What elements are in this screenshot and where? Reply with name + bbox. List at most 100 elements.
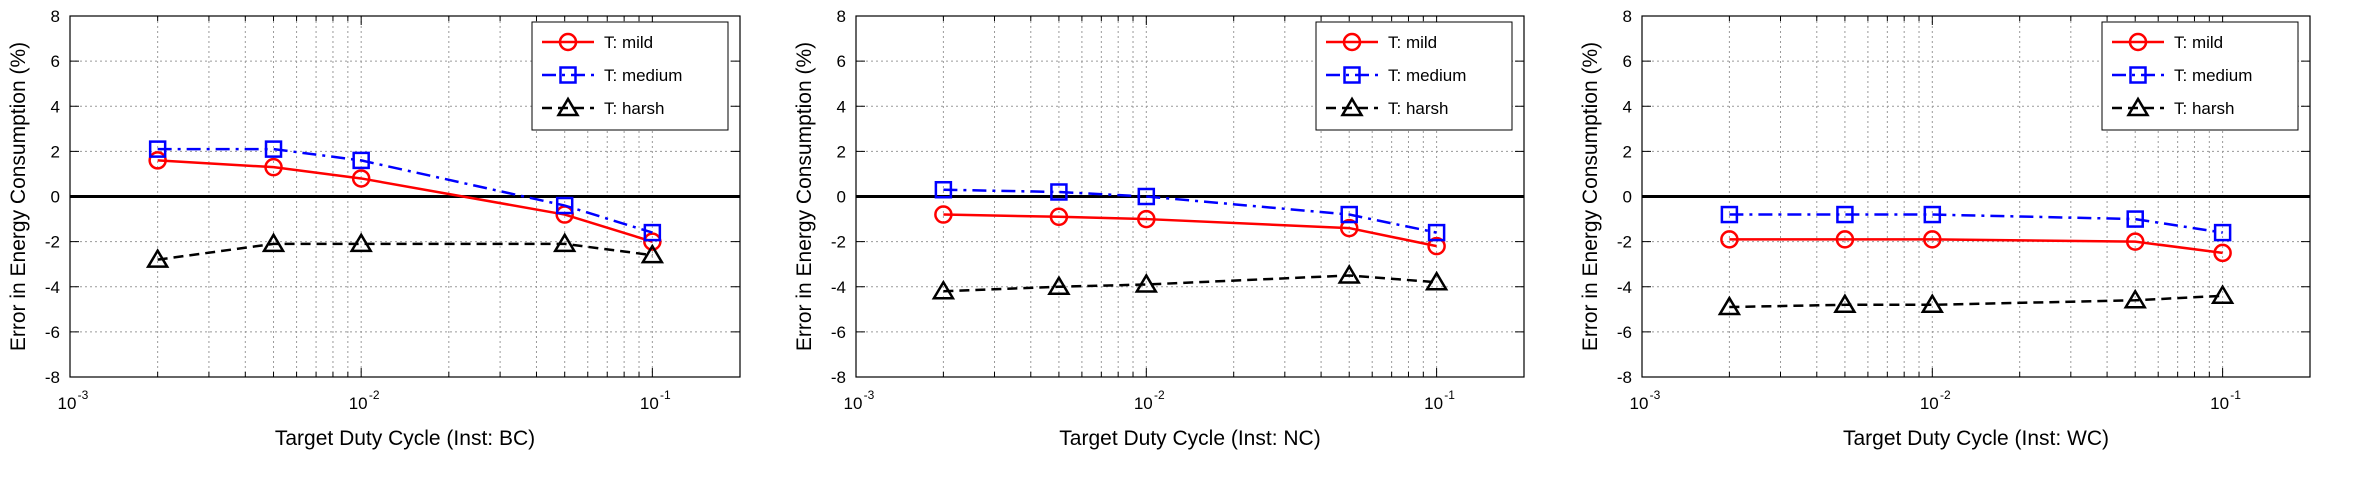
series-line [1729, 238, 2223, 255]
y-tick-label: -4 [45, 278, 60, 297]
series-line [1729, 213, 2223, 234]
y-tick-label: 8 [51, 7, 60, 26]
y-tick-label: 2 [837, 142, 846, 161]
data-point [640, 243, 665, 264]
legend-label: T: mild [2174, 33, 2223, 52]
data-point [643, 232, 662, 251]
series-square [1720, 205, 2232, 242]
data-point [1339, 218, 1359, 238]
y-axis-label: Error in Energy Consumption (%) [7, 42, 30, 351]
y-tick-label: -8 [831, 368, 846, 387]
y-tick-label: 8 [1623, 7, 1632, 26]
legend-label: T: medium [1388, 66, 1466, 85]
x-tick-label: 10 [349, 394, 368, 413]
y-tick-label: 4 [1623, 97, 1632, 116]
data-point [1427, 223, 1446, 242]
y-tick-label: -6 [45, 323, 60, 342]
y-tick-label: -2 [831, 233, 846, 252]
data-point [643, 223, 662, 242]
y-tick-label: 6 [837, 52, 846, 71]
data-point [2210, 284, 2235, 305]
data-point [934, 205, 953, 224]
data-point [1923, 230, 1942, 249]
series-line [943, 274, 1437, 293]
x-tick-exponent: -3 [864, 388, 875, 402]
x-tick-exponent: -2 [369, 388, 380, 402]
series-circle [148, 151, 662, 251]
legend-marker [556, 96, 580, 117]
data-point [1836, 205, 1854, 224]
data-point [1717, 295, 1742, 316]
data-point [1337, 264, 1361, 284]
data-point [145, 248, 170, 268]
data-point [1050, 183, 1068, 201]
legend-marker [1340, 96, 1364, 117]
data-point [552, 232, 577, 253]
x-tick-label: 10 [1630, 394, 1649, 413]
data-point [352, 151, 370, 170]
data-point [264, 140, 283, 158]
legend-marker [1343, 66, 1361, 84]
legend: T: mild T: medium T: harsh [531, 21, 729, 131]
y-tick-label: 8 [837, 7, 846, 26]
y-tick-label: 2 [51, 142, 60, 161]
y-tick-label: -4 [831, 278, 846, 297]
legend-marker [559, 66, 577, 84]
data-point [264, 157, 283, 177]
data-point [931, 279, 956, 300]
series-line [157, 147, 653, 234]
legend-label: T: harsh [604, 99, 664, 118]
x-tick-label: 10 [58, 394, 77, 413]
series-line [157, 242, 653, 261]
y-tick-label: -2 [45, 233, 60, 252]
data-point [1137, 187, 1156, 206]
data-point [1920, 293, 1945, 314]
y-tick-label: 6 [51, 52, 60, 71]
x-tick-label: 10 [2210, 394, 2229, 413]
legend-marker [2126, 96, 2150, 117]
legend-label: T: medium [2174, 66, 2252, 85]
x-tick-label: 10 [1424, 394, 1443, 413]
data-point [148, 151, 167, 170]
data-point [1134, 273, 1159, 293]
data-point [1049, 207, 1069, 227]
data-point [1835, 230, 1855, 249]
series-circle [1720, 230, 2232, 263]
data-point [2213, 243, 2232, 263]
series-triangle [145, 232, 665, 268]
legend: T: mild T: medium T: harsh [1315, 21, 1513, 131]
x-axis-label: Target Duty Cycle (Inst: BC) [275, 427, 535, 450]
data-point [351, 169, 371, 188]
data-point [1427, 236, 1446, 256]
x-tick-label: 10 [1920, 394, 1939, 413]
data-point [349, 232, 373, 253]
series-triangle [931, 264, 1449, 300]
x-axis-label: Target Duty Cycle (Inst: NC) [1059, 427, 1320, 450]
y-tick-label: -2 [1617, 233, 1632, 252]
data-point [555, 196, 574, 215]
y-tick-label: -8 [1617, 368, 1632, 387]
plot-frame [69, 15, 741, 378]
y-tick-label: 0 [51, 188, 60, 207]
x-tick-label: 10 [844, 394, 863, 413]
legend-label: T: mild [604, 33, 653, 52]
data-point [148, 140, 167, 158]
series-square [934, 180, 1446, 242]
series-line [943, 188, 1437, 234]
x-tick-exponent: -3 [78, 388, 89, 402]
data-point [1047, 275, 1071, 295]
legend-marker [2129, 66, 2147, 84]
x-tick-exponent: -1 [660, 388, 671, 402]
y-tick-label: -6 [831, 323, 846, 342]
y-tick-label: 6 [1623, 52, 1632, 71]
y-axis-label: Error in Energy Consumption (%) [1579, 42, 1602, 351]
data-point [1424, 270, 1449, 291]
data-point [1833, 293, 1857, 314]
x-tick-label: 10 [1134, 394, 1153, 413]
data-point [2126, 210, 2144, 228]
x-axis-label: Target Duty Cycle (Inst: WC) [1843, 427, 2109, 450]
y-tick-label: 0 [1623, 188, 1632, 207]
